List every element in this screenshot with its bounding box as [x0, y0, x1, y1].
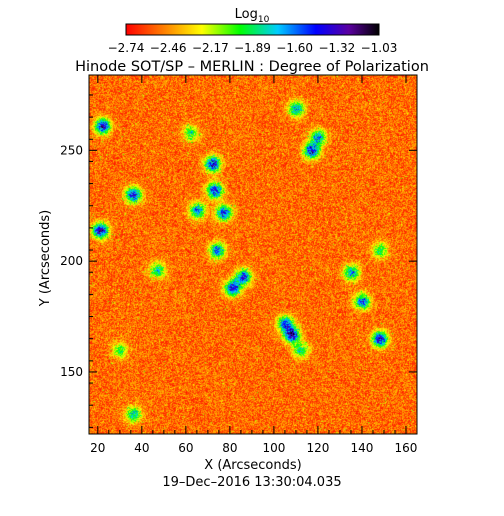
x-tick-label: 60 — [178, 441, 193, 455]
x-tick-label: 20 — [90, 441, 105, 455]
x-axis-label: X (Arcseconds) — [204, 458, 301, 473]
plot-frame — [88, 74, 418, 435]
colorbar-tick-labels: −2.74 −2.46 −2.17 −1.89 −1.60 −1.32 −1.03 — [108, 41, 398, 55]
x-tick-label: 120 — [306, 441, 329, 455]
x-tick-label: 40 — [134, 441, 149, 455]
y-tick-label: 200 — [60, 254, 83, 268]
x-tick-label: 140 — [351, 441, 374, 455]
colorbar-tick-label: −2.17 — [192, 41, 229, 55]
y-tick-label: 250 — [60, 143, 83, 157]
timestamp: 19–Dec–2016 13:30:04.035 — [162, 475, 341, 490]
heatmap-image — [89, 75, 417, 434]
colorbar-tick-label: −1.03 — [361, 41, 398, 55]
x-tick-label: 160 — [395, 441, 418, 455]
y-axis-label: Y (Arcseconds) — [38, 210, 53, 307]
colorbar-tick-label: −2.46 — [150, 41, 187, 55]
colorbar-tick-label: −1.60 — [276, 41, 313, 55]
colorbar — [125, 23, 380, 36]
x-tick-label: 100 — [262, 441, 285, 455]
colorbar-tick-label: −1.89 — [234, 41, 271, 55]
heatmap-image-wrapper — [89, 75, 417, 434]
colorbar-tick-label: −1.32 — [318, 41, 355, 55]
colorbar-label: Log10 — [235, 7, 270, 25]
x-axis: 20 40 60 80 100 120 140 160 — [90, 75, 418, 455]
y-axis: 150 200 250 — [60, 94, 417, 428]
y-tick-label: 150 — [60, 365, 83, 379]
colorbar-tick-label: −2.74 — [108, 41, 145, 55]
x-tick-label: 80 — [222, 441, 237, 455]
chart-title: Hinode SOT/SP – MERLIN : Degree of Polar… — [75, 59, 429, 75]
